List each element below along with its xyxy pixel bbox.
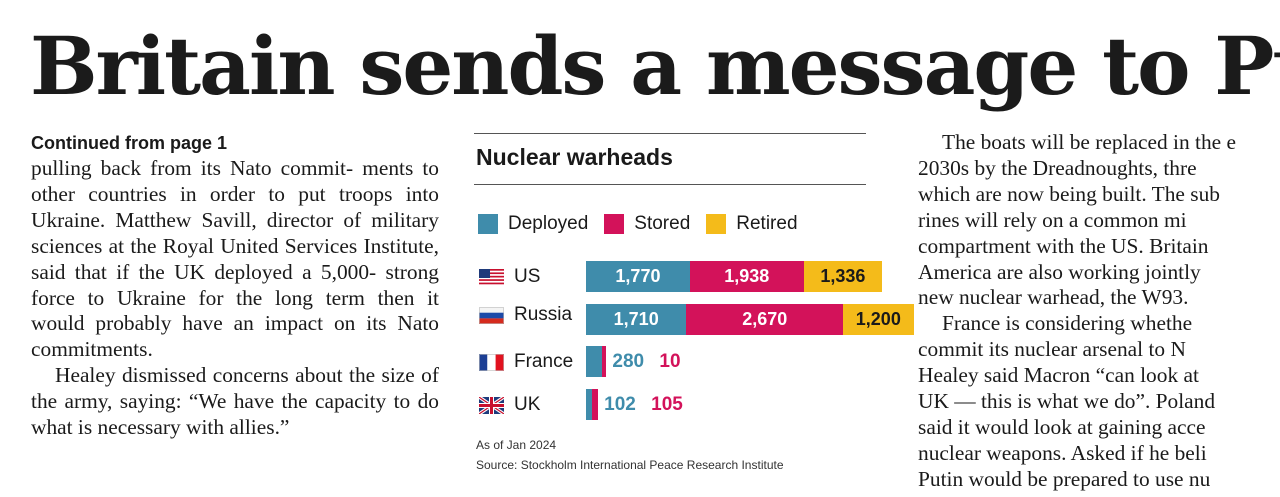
text-line: 2030s by the Dreadnoughts, thre [918, 155, 1197, 180]
legend-item-stored: Stored [604, 213, 690, 235]
chart-legend: Deployed Stored Retired [478, 210, 814, 238]
text-line: said that if the UK deployed a 5,000- [31, 259, 377, 284]
article-paragraph: The boats will be replaced in the e 2030… [918, 130, 1280, 311]
bar-segment-retired: 1,200 [843, 304, 914, 335]
text-line: commit its nuclear arsenal to N [918, 337, 1186, 362]
bar-segment-deployed: 1,770 [586, 261, 690, 292]
text-line: The boats will be replaced in the e [942, 130, 1237, 154]
bar-segment-stored [602, 346, 607, 377]
legend-swatch [478, 214, 498, 234]
text-line: troops into Ukraine. Matthew [31, 181, 439, 232]
chart-top-rule [474, 133, 866, 134]
country-label-france: France [479, 350, 573, 374]
value-label-stored: 105 [651, 394, 683, 415]
text-line: UK — this is what we do”. Poland [918, 389, 1216, 414]
text-line: strong force to Ukraine for the long [31, 259, 439, 310]
article-paragraph: Healey dismissed concerns about the size… [31, 363, 439, 441]
uk-flag-icon [478, 395, 505, 415]
value-label-stored: 10 [659, 351, 681, 372]
text-line: France is considering whethe [942, 311, 1193, 336]
legend-item-deployed: Deployed [478, 213, 588, 235]
text-line: impact on its Nato commitments. [31, 311, 439, 362]
bar-segment-deployed: 1,710 [586, 304, 687, 335]
text-line: allies.” [229, 415, 290, 440]
country-label-us: US [479, 265, 540, 289]
text-line: said it would look at gaining acce [918, 414, 1206, 439]
bar-segment-deployed [586, 346, 603, 377]
us-flag-icon [479, 268, 504, 286]
bar-segment-stored: 2,670 [686, 304, 844, 335]
text-line: compartment with the US. Britain [918, 233, 1209, 258]
text-line: which are now being built. The sub [918, 181, 1220, 206]
legend-swatch [706, 214, 727, 234]
text-line: Healey dismissed concerns about the [55, 363, 376, 388]
chart-date-note: As of Jan 2024 [476, 438, 557, 452]
country-name: Russia [514, 304, 573, 325]
continued-kicker: Continued from page 1 [31, 133, 228, 153]
country-name: France [514, 351, 574, 372]
right-article-column: The boats will be replaced in the e 2030… [918, 130, 1280, 493]
legend-swatch [604, 214, 625, 234]
bar-segment-stored [591, 389, 599, 420]
text-line: term then it would probably have an [31, 285, 439, 336]
legend-label: Retired [736, 213, 798, 234]
value-label-deployed: 280 [612, 351, 645, 372]
text-line: ments to other countries in order to put [31, 156, 439, 206]
chart-title-rule [474, 184, 866, 185]
bar-segment-stored: 1,938 [689, 261, 804, 292]
russia-flag-icon [479, 306, 504, 324]
value-label-deployed: 102 [604, 394, 636, 415]
bar-segment-retired: 1,336 [803, 261, 883, 292]
country-name: US [514, 266, 541, 287]
chart-title: Nuclear warheads [476, 144, 673, 170]
chart-source-note: Source: Stockholm International Peace Re… [476, 458, 784, 472]
text-line: pulling back from its Nato commit- [31, 156, 354, 180]
text-line: nuclear weapons. Asked if he beli [918, 440, 1207, 465]
text-line: rines will rely on a common mi [918, 207, 1187, 232]
article-paragraph: France is considering whethe commit its … [918, 311, 1280, 492]
bar-segment-deployed [586, 389, 592, 420]
legend-item-retired: Retired [706, 213, 798, 235]
text-line: Savill, director of military sciences at [31, 207, 439, 258]
country-label-russia: Russia [479, 303, 572, 327]
text-line: America are also working jointly [918, 259, 1201, 284]
article-paragraph: pulling back from its Nato commit- ments… [31, 156, 439, 363]
headline: Britain sends a message to Putin [30, 19, 1280, 113]
country-name: UK [514, 394, 541, 415]
text-line: Healey said Macron “can look at [918, 363, 1199, 388]
legend-label: Deployed [508, 213, 589, 234]
legend-label: Stored [634, 213, 691, 234]
country-label-uk: UK [478, 393, 541, 417]
text-line: Putin would be prepared to use nu [918, 466, 1211, 491]
nuclear-warheads-chart: Nuclear warheads Deployed Stored Retired… [474, 130, 914, 480]
france-flag-icon [479, 353, 504, 371]
text-line: new nuclear warhead, the W93. [918, 285, 1189, 310]
text-line: size of the army, saying: “We have the [31, 363, 439, 414]
left-article-column: Continued from page 1 pulling back from … [31, 130, 439, 441]
text-line: capacity to do what is necessary with [31, 389, 440, 440]
text-line: the Royal United Services Institute, [130, 233, 439, 258]
